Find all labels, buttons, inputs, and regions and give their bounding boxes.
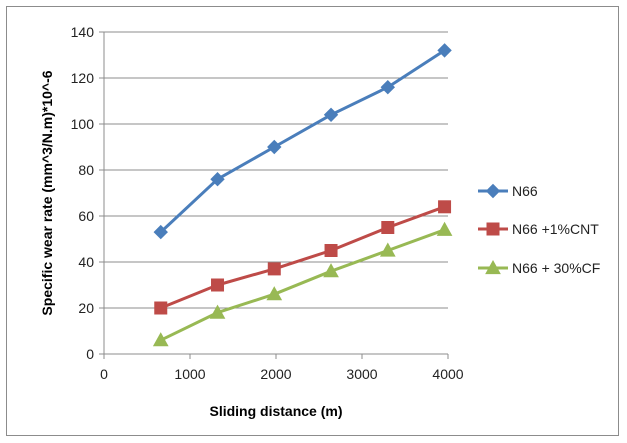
- data-point: [380, 79, 396, 95]
- legend-item-2: N66 +1%CNT: [478, 221, 599, 237]
- y-tick-label: 60: [78, 208, 94, 224]
- y-tick-label: 40: [78, 254, 94, 270]
- series-line: [160, 205, 446, 310]
- x-tick-labels: 0 1000 2000 3000 4000: [100, 366, 464, 382]
- series-line: [159, 49, 446, 234]
- y-tick-label: 80: [78, 162, 94, 178]
- x-tick-label: 4000: [432, 366, 463, 382]
- legend-label: N66 +1%CNT: [512, 221, 599, 237]
- y-tick-label: 140: [71, 24, 95, 40]
- x-tick-label: 3000: [346, 366, 377, 382]
- data-point: [379, 242, 396, 257]
- legend-label: N66 + 30%CF: [512, 260, 600, 276]
- series-line: [160, 228, 446, 342]
- x-tick-label: 1000: [174, 366, 205, 382]
- series-2: [154, 200, 452, 315]
- data-point: [437, 43, 452, 58]
- data-point: [436, 221, 453, 236]
- y-tick-label: 20: [78, 300, 94, 316]
- data-point: [266, 286, 283, 301]
- data-point: [323, 107, 339, 123]
- y-tick-label: 0: [86, 346, 94, 362]
- legend: N66 N66 +1%CNT N66 + 30%CF: [478, 183, 600, 276]
- y-axis-title: Specific wear rate (mm^3/N.m)*10^-6: [39, 70, 55, 315]
- data-point: [154, 301, 168, 315]
- data-point: [267, 262, 281, 276]
- data-point: [152, 332, 169, 347]
- legend-marker: [485, 183, 501, 199]
- data-point: [153, 224, 168, 240]
- series-group: [152, 43, 453, 347]
- data-point: [267, 139, 282, 155]
- series-3: [152, 221, 453, 347]
- x-tick-label: 2000: [260, 366, 291, 382]
- y-tick-label: 100: [71, 116, 95, 132]
- x-tick-label: 0: [100, 366, 108, 382]
- y-tick-label: 120: [71, 70, 95, 86]
- series-1: [153, 43, 452, 240]
- legend-label: N66: [512, 183, 538, 199]
- data-point: [211, 278, 225, 292]
- data-point: [210, 171, 225, 187]
- data-point: [323, 263, 339, 278]
- data-point: [381, 221, 395, 234]
- axes: [99, 31, 449, 359]
- legend-item-3: N66 + 30%CF: [478, 259, 600, 276]
- data-point: [209, 304, 226, 319]
- x-axis-title: Sliding distance (m): [209, 403, 342, 419]
- y-tick-labels: 0 20 40 60 80 100 120 140: [71, 24, 95, 362]
- legend-marker: [485, 259, 501, 275]
- data-point: [438, 200, 452, 214]
- legend-item-1: N66: [478, 183, 538, 199]
- legend-marker: [486, 222, 500, 236]
- data-point: [324, 244, 338, 257]
